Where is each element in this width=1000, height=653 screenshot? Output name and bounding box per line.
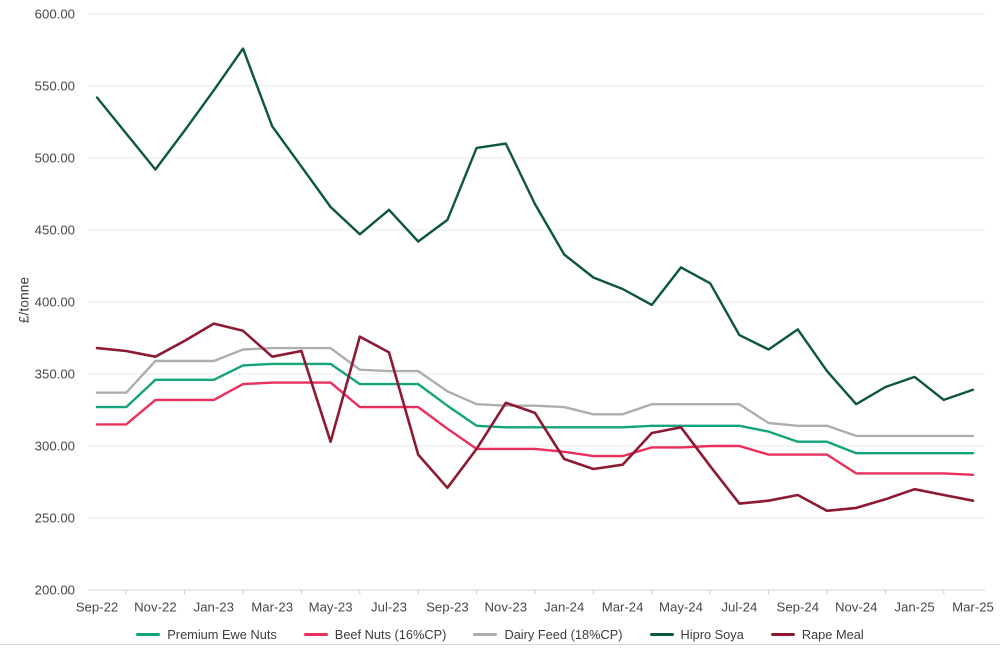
- x-tick-label: Sep-22: [76, 600, 119, 615]
- x-tick-label: Jan-23: [194, 600, 234, 615]
- series-line-dairy-feed-18-cp: [95, 346, 975, 438]
- legend-swatch-icon: [136, 632, 161, 636]
- x-tick-label: Nov-22: [134, 600, 177, 615]
- legend-item-hipro-soya: Hipro Soya: [649, 626, 744, 642]
- legend-swatch-icon: [303, 632, 328, 636]
- legend-swatch-icon: [770, 632, 795, 636]
- legend-item-dairy-feed-18-cp: Dairy Feed (18%CP): [473, 626, 623, 642]
- x-tick-label: Jan-24: [544, 600, 584, 615]
- panel-bottom-border: [0, 644, 1000, 645]
- legend-label: Beef Nuts (16%CP): [334, 626, 447, 642]
- x-tick-label: Sep-24: [777, 600, 820, 615]
- y-tick-label: 600.00: [35, 7, 75, 22]
- x-tick-label: Sep-23: [426, 600, 469, 615]
- x-tick-label: May-23: [309, 600, 353, 615]
- x-tick-label: Nov-24: [835, 600, 878, 615]
- y-axis-tick-labels: 600.00 550.00 500.00 450.00 400.00 350.00 300.…: [35, 7, 75, 598]
- series-line-premium-ewe-nuts: [95, 362, 975, 455]
- legend-swatch-icon: [649, 632, 674, 636]
- series-line-beef-nuts-16-cp: [95, 381, 975, 476]
- legend-item-beef-nuts-16-cp: Beef Nuts (16%CP): [303, 626, 447, 642]
- chart-legend: Premium Ewe Nuts Beef Nuts (16%CP) Dairy F…: [0, 625, 1000, 643]
- x-tick-label: Mar-24: [602, 600, 644, 615]
- legend-label: Premium Ewe Nuts: [167, 626, 277, 642]
- series-line-rape-meal: [95, 322, 975, 513]
- x-tick-label: Jan-25: [894, 600, 934, 615]
- y-tick-label: 300.00: [35, 439, 75, 454]
- legend-label: Rape Meal: [801, 626, 864, 642]
- legend-label: Hipro Soya: [680, 626, 744, 642]
- y-tick-label: 250.00: [35, 511, 75, 526]
- y-tick-label: 550.00: [35, 79, 75, 94]
- x-tick-label: Mar-23: [251, 600, 293, 615]
- y-tick-label: 200.00: [35, 583, 75, 598]
- x-tick-label: Nov-23: [485, 600, 528, 615]
- y-tick-label: 450.00: [35, 223, 75, 238]
- x-axis-ticks: [67, 590, 945, 595]
- y-tick-label: 350.00: [35, 367, 75, 382]
- x-axis-tick-labels: Sep-22 Nov-22 Jan-23 Mar-23 May-23 Jul-23 Sep-…: [76, 600, 994, 615]
- gridlines: [88, 13, 985, 591]
- legend-item-rape-meal: Rape Meal: [770, 626, 864, 642]
- x-tick-label: May-24: [659, 600, 703, 615]
- legend-swatch-icon: [473, 632, 498, 636]
- y-axis-title: £/tonne: [16, 276, 32, 324]
- y-tick-label: 400.00: [35, 295, 75, 310]
- x-tick-label: Jul-24: [721, 600, 757, 615]
- price-line-chart: 600.00 550.00 500.00 450.00 400.00 350.00 300.…: [35, 7, 994, 615]
- series-line-hipro-soya: [95, 47, 975, 406]
- x-tick-label: Jul-23: [371, 600, 407, 615]
- legend-label: Dairy Feed (18%CP): [504, 626, 623, 642]
- y-tick-label: 500.00: [35, 151, 75, 166]
- x-tick-label: Mar-25: [952, 600, 994, 615]
- legend-item-premium-ewe-nuts: Premium Ewe Nuts: [136, 627, 277, 642]
